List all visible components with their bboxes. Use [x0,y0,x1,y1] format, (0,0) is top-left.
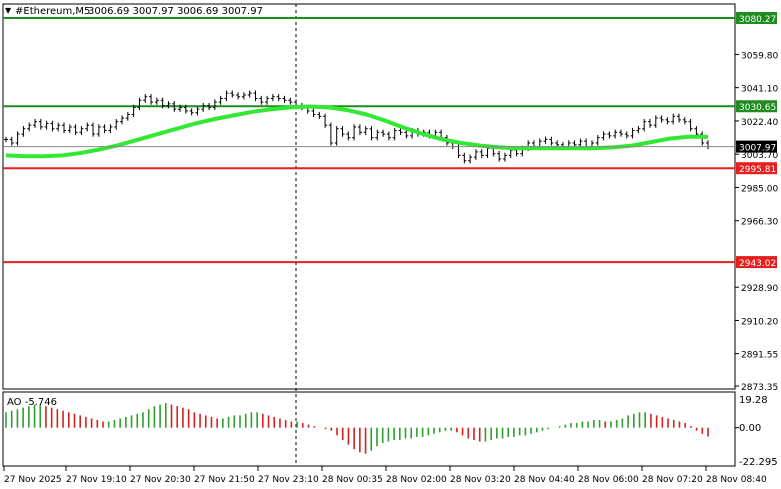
time-tick-label: 28 Nov 04:40 [514,475,575,485]
level-price-label: 3080.27 [739,15,776,25]
price-tick-label: 2910.20 [741,317,778,327]
time-tick-label: 28 Nov 02:00 [386,475,447,485]
indicator-panel[interactable] [2,391,736,467]
time-tick-label: 27 Nov 21:50 [194,475,255,485]
time-tick-label: 27 Nov 23:10 [258,475,319,485]
current-price-tag [736,140,777,153]
time-tick-label: 28 Nov 00:35 [322,475,383,485]
price-tick-label: 3059.80 [741,51,778,61]
moving-average-line [5,104,708,159]
level-price-tag [736,100,777,113]
time-tick-label: 28 Nov 06:00 [578,475,639,485]
ao-tick-bottom: -22.295 [739,457,778,468]
chart-symbol: #Ethereum,M5 [15,6,90,17]
time-tick-label: 27 Nov 20:30 [130,475,191,485]
chart-ohlc: 3006.69 3007.97 3006.69 3007.97 [88,6,263,17]
level-price-tag [736,12,777,24]
ao-label: AO -5.746 [7,397,57,408]
price-tick-label: 3003.70 [741,151,778,161]
price-panel[interactable] [2,3,736,390]
chart-symbol-triangle-icon: ▼ [5,6,12,15]
price-tick-label: 2985.00 [741,184,778,194]
time-tick-label: 28 Nov 03:20 [450,475,511,485]
level-price-label: 2943.02 [739,259,776,269]
ao-tick-zero: 0.00 [739,423,761,434]
time-tick-label: 28 Nov 07:20 [642,475,703,485]
price-tick-label: 2873.35 [741,383,778,393]
time-tick-label: 27 Nov 2025 [4,475,62,485]
ao-tick-top: 19.28 [739,395,768,406]
level-price-tag [736,256,777,269]
level-price-label: 2995.81 [739,165,776,175]
price-tick-label: 3022.40 [741,118,778,128]
time-tick-label: 28 Nov 08:40 [706,475,767,485]
level-price-label: 3030.65 [739,103,776,113]
price-tick-label: 2891.55 [741,351,778,361]
level-price-tag [736,162,777,175]
time-tick-label: 27 Nov 19:10 [66,475,127,485]
price-tick-label: 3041.10 [741,85,778,95]
price-tick-label: 2928.90 [741,284,778,294]
price-tick-label: 2966.30 [741,218,778,228]
current-price-label: 3007.97 [739,144,776,154]
